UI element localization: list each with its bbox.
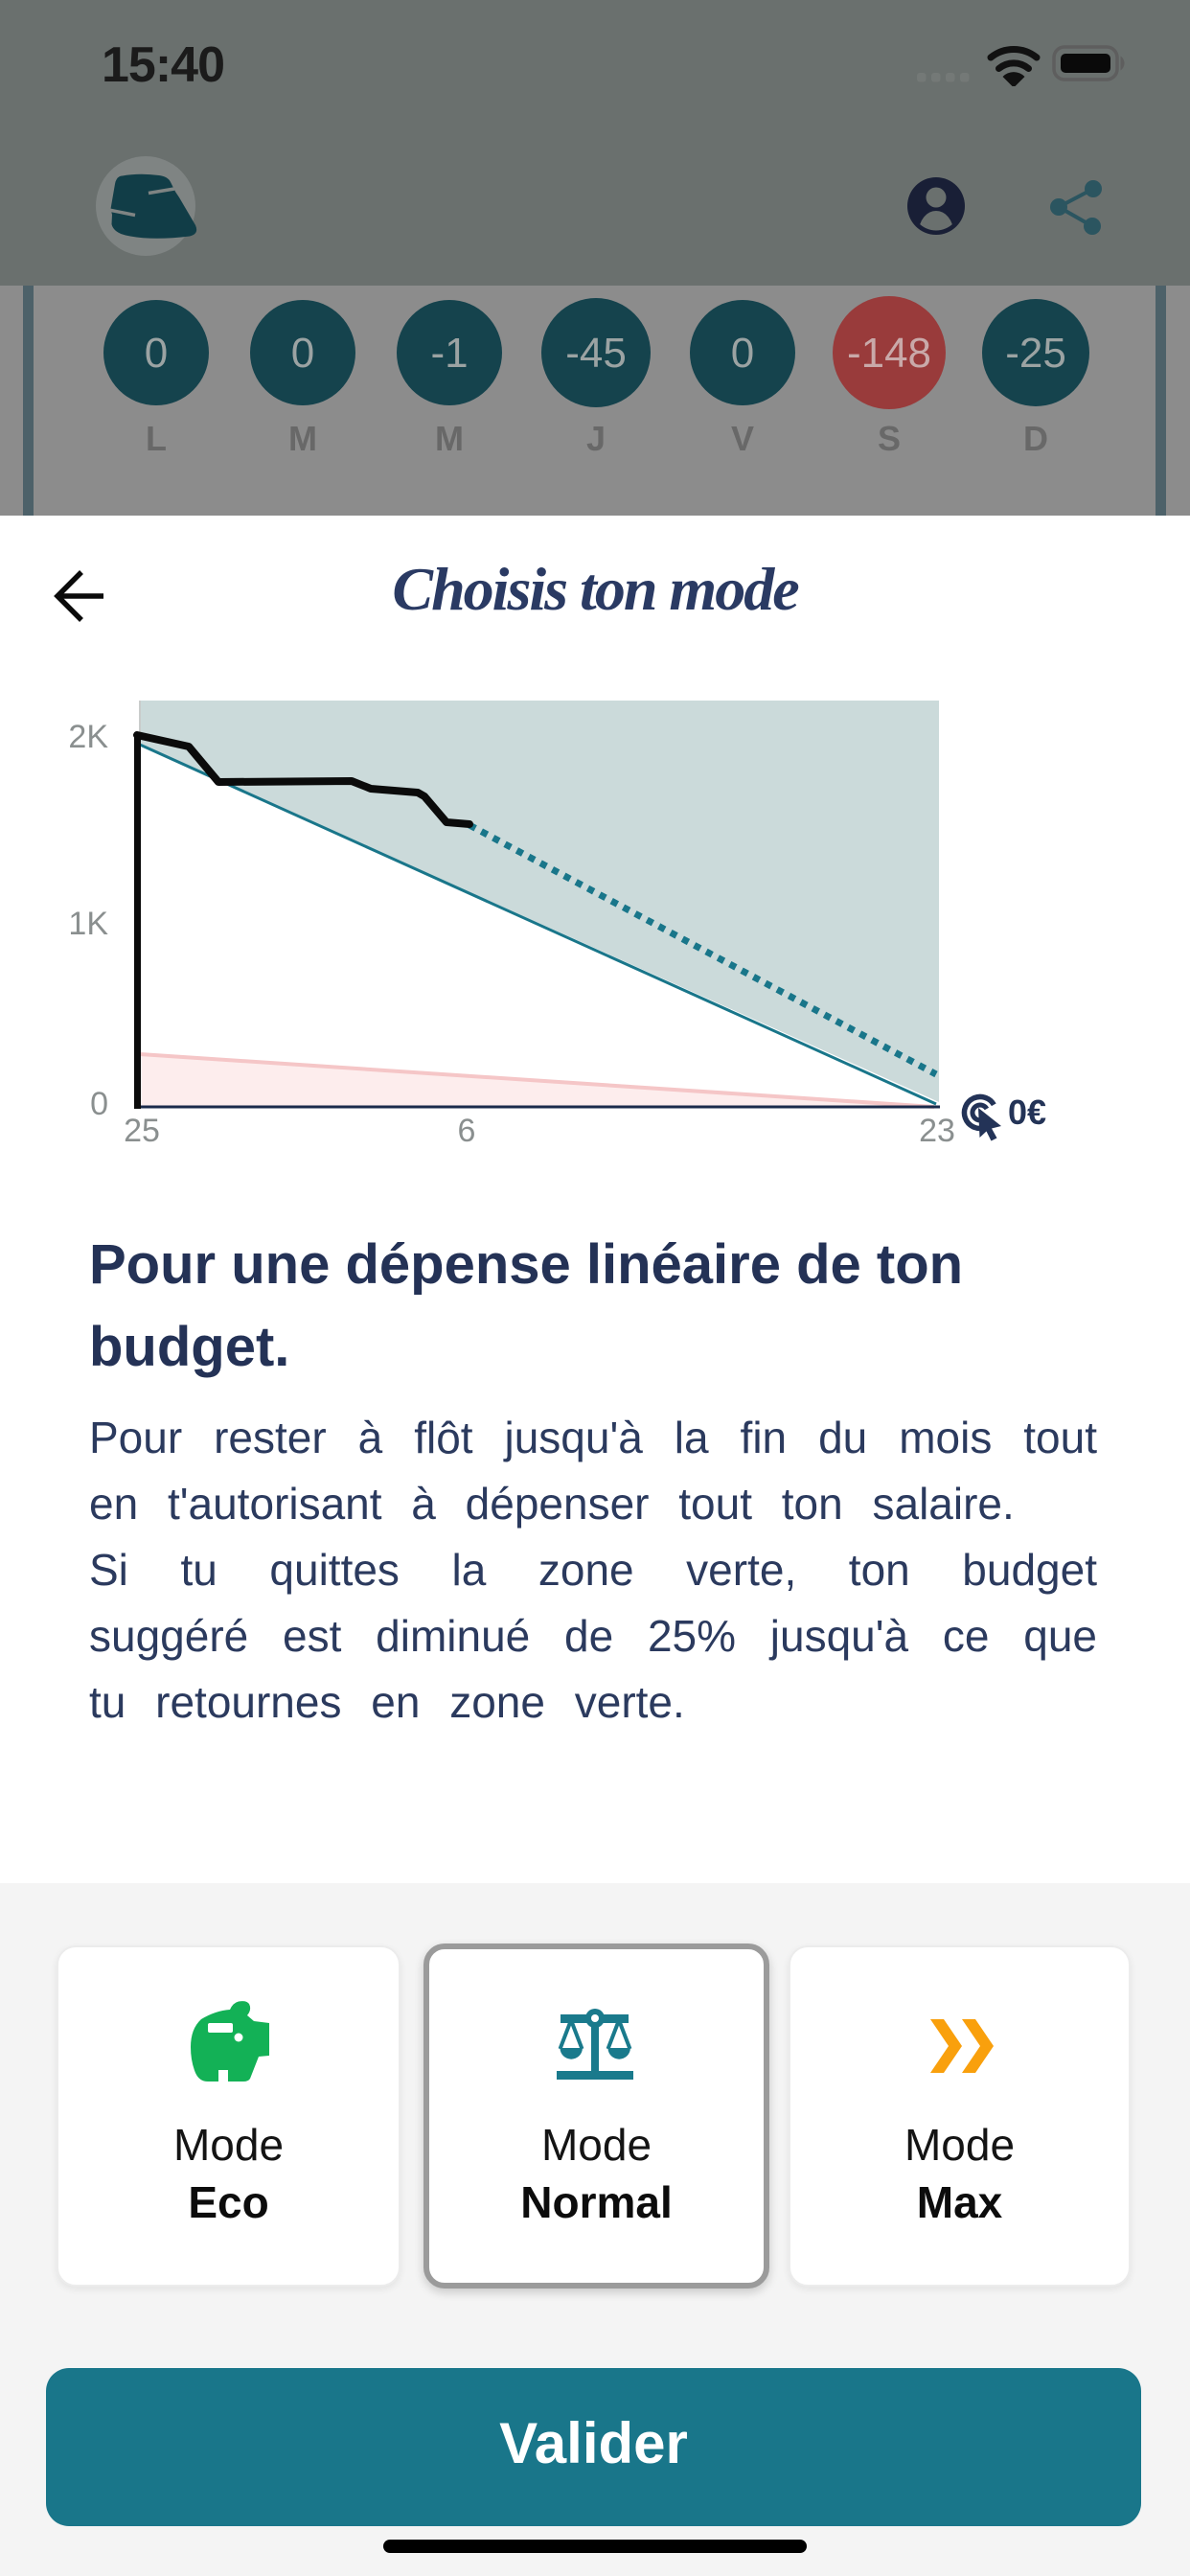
svg-text:J: J — [586, 419, 606, 458]
svg-text:25: 25 — [124, 1113, 160, 1149]
svg-text:-45: -45 — [565, 330, 627, 377]
svg-text:0: 0 — [731, 330, 754, 377]
svg-text:0: 0 — [90, 1086, 108, 1122]
svg-text:S: S — [878, 419, 901, 458]
svg-text:6: 6 — [458, 1113, 476, 1149]
svg-text:M: M — [435, 419, 464, 458]
svg-text:0: 0 — [291, 330, 314, 377]
svg-text:-25: -25 — [1005, 330, 1066, 377]
svg-text:M: M — [288, 419, 317, 458]
svg-text:23: 23 — [919, 1113, 955, 1149]
svg-text:0€: 0€ — [1008, 1092, 1046, 1132]
svg-text:D: D — [1023, 419, 1048, 458]
svg-text:1K: 1K — [68, 906, 108, 942]
svg-text:0: 0 — [145, 330, 168, 377]
svg-text:-1: -1 — [430, 330, 468, 377]
svg-text:L: L — [146, 419, 167, 458]
svg-text:V: V — [731, 419, 754, 458]
svg-text:2K: 2K — [68, 719, 108, 755]
svg-text:-148: -148 — [847, 330, 931, 377]
